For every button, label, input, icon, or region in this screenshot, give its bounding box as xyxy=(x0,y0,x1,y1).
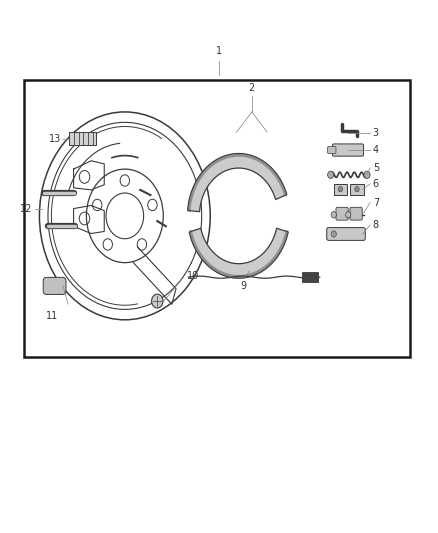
Polygon shape xyxy=(187,154,287,212)
Circle shape xyxy=(364,171,370,179)
Text: 13: 13 xyxy=(49,134,61,143)
Text: 7: 7 xyxy=(373,198,379,207)
FancyBboxPatch shape xyxy=(336,207,348,220)
Text: 12: 12 xyxy=(20,204,32,214)
FancyBboxPatch shape xyxy=(328,147,336,154)
Bar xyxy=(350,184,364,195)
Circle shape xyxy=(355,187,359,192)
FancyBboxPatch shape xyxy=(43,277,66,294)
Text: 6: 6 xyxy=(373,179,379,189)
FancyBboxPatch shape xyxy=(350,207,362,220)
Text: 8: 8 xyxy=(373,220,379,230)
Bar xyxy=(69,132,96,145)
Circle shape xyxy=(338,187,343,192)
FancyBboxPatch shape xyxy=(332,144,364,156)
Circle shape xyxy=(328,171,334,179)
Bar xyxy=(334,184,347,195)
Circle shape xyxy=(346,212,351,218)
Text: 1: 1 xyxy=(216,46,222,56)
FancyBboxPatch shape xyxy=(302,272,318,282)
Text: 3: 3 xyxy=(373,128,379,138)
Text: 4: 4 xyxy=(373,146,379,155)
Circle shape xyxy=(152,294,163,308)
Circle shape xyxy=(331,231,336,237)
Circle shape xyxy=(331,212,336,218)
Text: 11: 11 xyxy=(46,311,59,321)
Polygon shape xyxy=(189,228,288,278)
Text: 5: 5 xyxy=(373,163,379,173)
FancyBboxPatch shape xyxy=(327,228,365,240)
Text: 9: 9 xyxy=(240,281,246,292)
Text: 2: 2 xyxy=(249,83,255,93)
Bar xyxy=(24,80,410,357)
Text: 10: 10 xyxy=(187,271,199,280)
